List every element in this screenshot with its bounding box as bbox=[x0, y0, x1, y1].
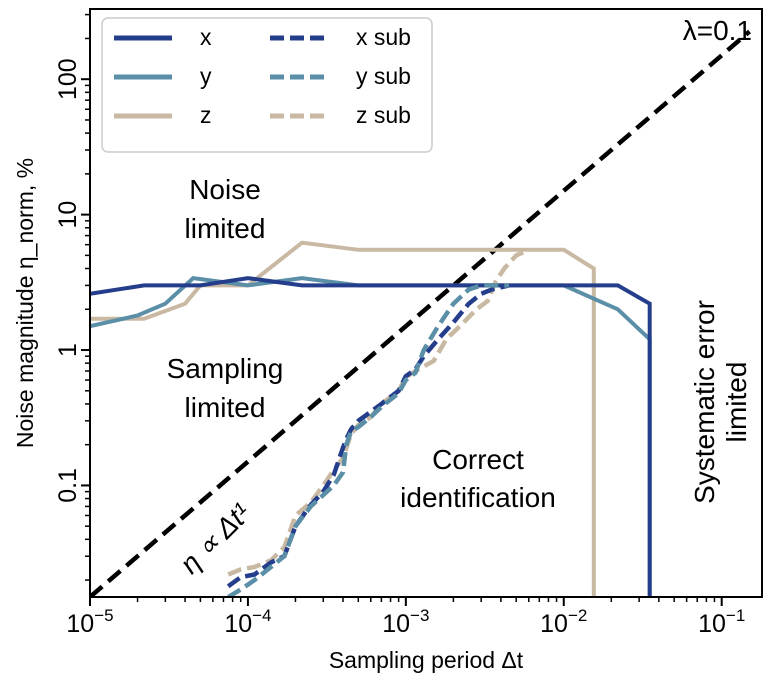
x-axis-label: Sampling period Δt bbox=[329, 647, 524, 673]
legend-label-y-sub: y sub bbox=[356, 63, 411, 89]
series-line-y bbox=[90, 275, 652, 597]
y-tick-label: 100 bbox=[54, 58, 82, 100]
y-axis: 0.1 1 10 100 bbox=[54, 13, 90, 581]
legend-label-z: z bbox=[200, 102, 212, 128]
x-tick-label: 10−4 bbox=[224, 606, 271, 638]
correct-identification-label-1: Correct bbox=[432, 444, 524, 475]
noise-limited-label-1: Noise bbox=[189, 174, 261, 205]
systematic-error-label-1: Systematic error bbox=[689, 300, 720, 504]
legend: xyz x sub y sub z sub bbox=[101, 17, 433, 153]
sampling-limited-label-1: Sampling bbox=[167, 353, 284, 384]
series-line-x bbox=[90, 276, 652, 597]
legend-label-y: y bbox=[200, 63, 212, 89]
series-line-y-sub bbox=[227, 283, 509, 597]
series-layer bbox=[90, 29, 751, 597]
lambda-label: λ=0.1 bbox=[683, 15, 752, 46]
x-tick-label: 10−3 bbox=[382, 606, 429, 638]
x-axis: 10−5 10−4 10−3 10−2 10−1 bbox=[66, 597, 745, 638]
slope-label: η ∝ Δt¹ bbox=[174, 497, 257, 580]
legend-label-x: x bbox=[200, 24, 212, 50]
legend-box bbox=[101, 17, 433, 153]
y-tick-label: 1 bbox=[54, 343, 82, 357]
systematic-error-label-2: limited bbox=[721, 362, 752, 443]
y-axis-label: Noise magnitude η_norm, % bbox=[12, 158, 38, 448]
legend-label-x-sub: x sub bbox=[356, 24, 411, 50]
plot-frame bbox=[89, 8, 763, 598]
y-tick-label: 0.1 bbox=[54, 468, 82, 503]
noise-limited-label-2: limited bbox=[185, 213, 266, 244]
y-tick-label: 10 bbox=[54, 201, 82, 229]
x-tick-label: 10−5 bbox=[66, 606, 113, 638]
series-line-lambda-guide bbox=[90, 29, 751, 597]
correct-identification-label-2: identification bbox=[400, 482, 556, 513]
sampling-limited-label-2: limited bbox=[185, 392, 266, 423]
x-tick-label: 10−1 bbox=[698, 606, 745, 638]
series-line-z bbox=[90, 240, 596, 597]
legend-label-z-sub: z sub bbox=[356, 102, 411, 128]
series-line-x-sub bbox=[226, 283, 510, 589]
x-tick-label: 10−2 bbox=[540, 606, 587, 638]
